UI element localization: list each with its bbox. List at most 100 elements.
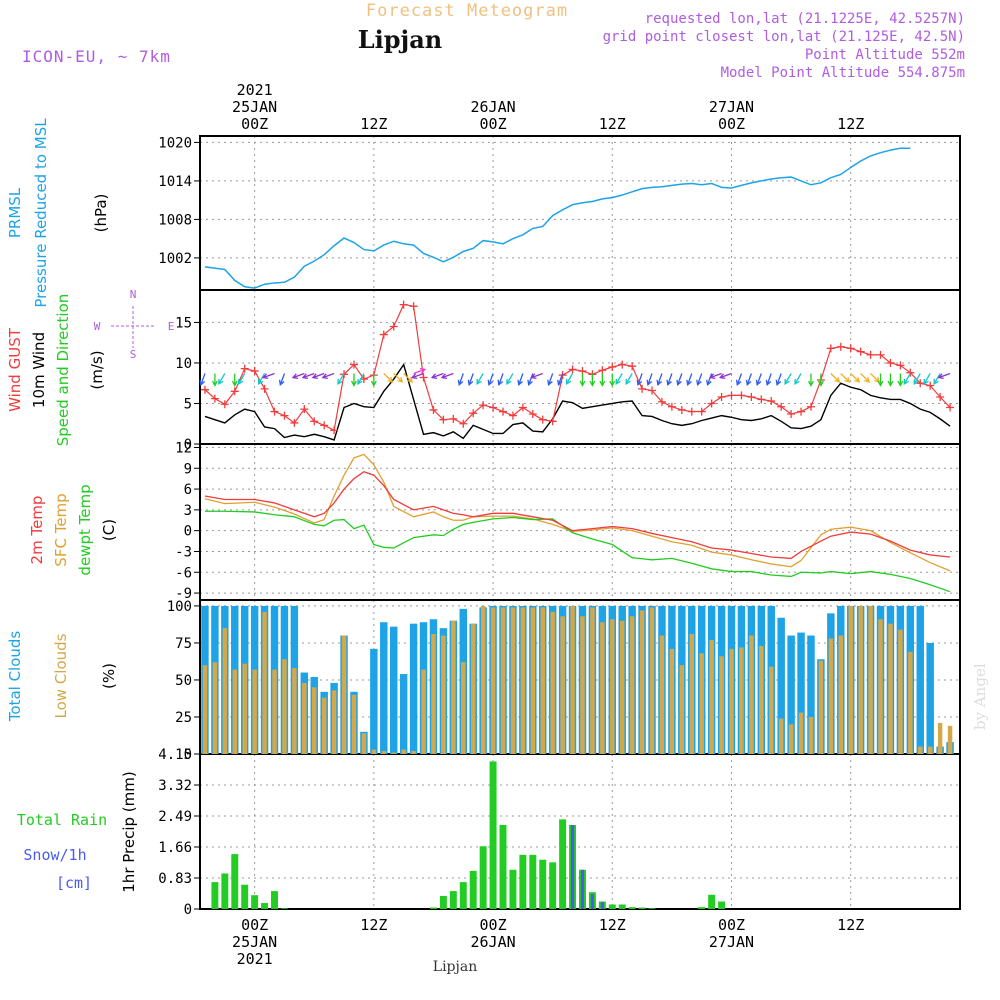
wind-arrow-head [261,373,269,379]
wind-direction-arrow [211,373,218,387]
wind-arrow-shaft [258,373,266,385]
wind-unit: (m/s) [88,350,106,389]
wind-arrow-head [419,367,427,374]
wind-direction-arrow [530,372,543,379]
low-cloud-bar [411,751,416,754]
wind-arrow-head [913,378,919,386]
wind-arrow-shaft [279,373,286,385]
low-cloud-bar [788,724,794,754]
wind-gust-marker [330,426,339,435]
wind-arrow-head [397,376,404,383]
wind-direction-arrow [557,373,564,387]
wind-arrow-shaft [923,373,931,385]
pressure-ytick-label: 1002 [158,251,192,267]
wind-direction-arrow [666,373,673,387]
wind-gust-marker [409,302,418,311]
bottom-time-label: 00Z [718,916,745,934]
wind-arrow-head [311,373,318,379]
rain-bar [261,903,269,909]
wind-direction-arrow [357,373,365,386]
sfc-temp-line [204,453,951,572]
wind-direction-arrow [784,373,792,386]
wind-arrow-shaft [412,372,424,379]
wind-gust-marker [657,397,666,406]
total-cloud-bar [409,623,418,754]
low-cloud-bar [759,645,764,754]
wind-arrow-head [636,379,643,387]
wind-direction-arrow [311,372,325,379]
low-cloud-bar [769,666,774,754]
total-cloud-bar [787,635,795,754]
wind-arrow-head [709,373,716,379]
precip-ytick-label: 3.32 [158,778,192,794]
model-label: ICON-EU, ~ 7km [22,47,171,66]
wind-direction-arrow [808,373,814,387]
temp-unit: (C) [100,519,118,541]
wind-direction-arrow [579,373,586,387]
wind-10m-label: 10m Wind [30,332,48,408]
bottom-time-label: 2021 [237,950,273,968]
wind-direction-arrow [765,373,772,387]
wind-direction-arrow [457,373,464,387]
wind-arrow-head [718,373,726,379]
wind-arrow-shaft [657,373,663,385]
wind-ytick-label: 15 [175,315,192,331]
pressure-unit: (hPa) [92,194,110,233]
wind-gust-marker [220,400,229,409]
total-cloud-bar [797,632,805,754]
wind-gust-marker [946,403,955,412]
point-altitude: Point Altitude 552m [805,47,965,63]
wind-direction-arrow [870,373,881,383]
low-cloud-bar [500,607,506,754]
wind-arrow-head [321,373,328,379]
low-cloud-bar [401,749,406,754]
wind-gust-marker [836,342,845,351]
low-cloud-bar [659,635,665,754]
low-cloud-bar [361,733,367,754]
wind-direction-arrow [877,373,884,387]
low-cloud-bar [689,634,694,754]
total-cloud-bar [916,605,924,754]
rain-bar [280,908,288,909]
low-cloud-bar [391,752,396,754]
wind-arrow-head [735,379,742,387]
wind-arrow-shaft [441,372,454,379]
wind-arrow-shaft [938,372,951,379]
wind-arrow-shaft [677,373,683,385]
rain-bar [429,907,437,909]
wind-arrow-head [387,376,394,383]
precip-ytick-label: 2.49 [158,809,192,825]
rain-bar [519,854,527,909]
wind-arrow-head [897,380,904,387]
low-cloud-bar [222,628,228,754]
wind-arrow-head [877,380,884,387]
wind-gust-marker [896,361,905,370]
wind-arrow-shaft [710,372,722,379]
wind-arrow-shaft [933,373,941,385]
wind-gust-marker [806,402,815,411]
marks-layer [199,147,955,909]
wind-direction-arrow [476,373,484,386]
wind-direction-arrow [656,373,663,387]
wind-arrow-head [527,379,533,387]
wind-arrow-shaft [312,372,325,379]
wind-direction-arrow [403,373,414,383]
wind-arrow-shaft [547,373,554,385]
wind-arrow-head [440,373,448,379]
low-cloud-bar [451,620,456,754]
wind-gust-marker [568,365,577,374]
rain-bar [221,873,229,909]
rain-bar [439,895,447,909]
wind-arrow-head [467,379,474,387]
temp-ytick-label: 12 [175,440,192,456]
temp-ytick-label: 6 [184,482,192,498]
wind-gust-label: Wind GUST [6,327,24,412]
wind-gust-marker [508,411,517,420]
rain-bar [479,846,487,909]
wind-arrow-head [923,378,929,386]
wind-gust-marker [419,373,428,382]
wind-direction-arrow [794,373,802,386]
top-time-label: 12Z [599,115,626,133]
wind-arrow-shaft [383,373,393,383]
wind-arrow-head [676,379,682,387]
